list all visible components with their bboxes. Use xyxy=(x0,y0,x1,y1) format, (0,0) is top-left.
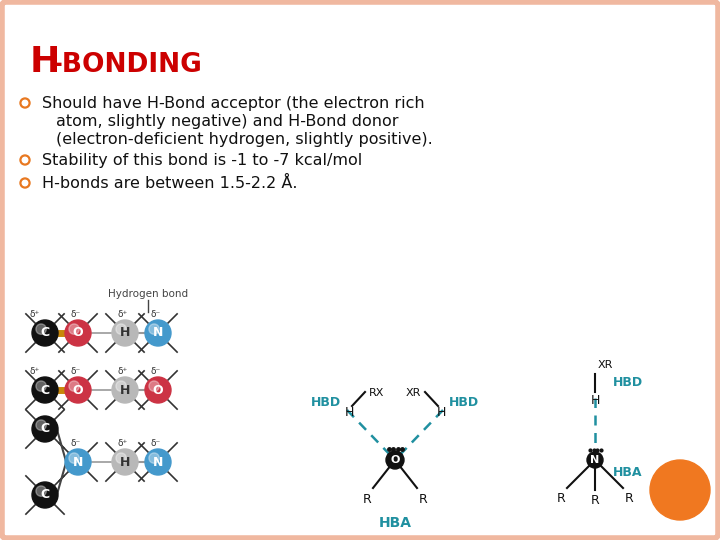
Text: δ⁻: δ⁻ xyxy=(151,367,161,376)
Circle shape xyxy=(112,377,138,403)
Circle shape xyxy=(587,452,603,468)
Text: XR: XR xyxy=(405,388,421,398)
Text: atom, slightly negative) and H-Bond donor: atom, slightly negative) and H-Bond dono… xyxy=(56,114,398,129)
Circle shape xyxy=(116,324,126,334)
Text: C: C xyxy=(40,489,50,502)
Text: H-bonds are between 1.5-2.2 Å.: H-bonds are between 1.5-2.2 Å. xyxy=(42,176,297,191)
Circle shape xyxy=(386,451,404,469)
Text: δ⁺: δ⁺ xyxy=(118,439,128,448)
Text: N: N xyxy=(73,456,84,469)
Circle shape xyxy=(36,381,46,392)
Text: R: R xyxy=(418,493,428,506)
Text: XR: XR xyxy=(598,360,613,370)
Circle shape xyxy=(650,460,710,520)
Text: δ⁻: δ⁻ xyxy=(151,439,161,448)
Circle shape xyxy=(69,324,79,334)
Text: HBA: HBA xyxy=(379,516,412,530)
Text: δ⁺: δ⁺ xyxy=(30,310,40,319)
Text: δ⁻: δ⁻ xyxy=(71,439,81,448)
Circle shape xyxy=(36,486,46,496)
Text: -BONDING: -BONDING xyxy=(52,52,203,78)
Text: R: R xyxy=(557,492,565,505)
Text: C: C xyxy=(40,327,50,340)
Text: R: R xyxy=(625,492,634,505)
Text: δ⁺: δ⁺ xyxy=(30,367,40,376)
Circle shape xyxy=(112,449,138,475)
Text: δ⁻: δ⁻ xyxy=(151,310,161,319)
Circle shape xyxy=(32,377,58,403)
Circle shape xyxy=(69,453,79,463)
Text: C: C xyxy=(40,422,50,435)
Circle shape xyxy=(22,157,28,163)
Circle shape xyxy=(149,381,159,392)
Text: H: H xyxy=(120,327,130,340)
Text: HBD: HBD xyxy=(311,396,341,409)
Text: O: O xyxy=(73,327,84,340)
Circle shape xyxy=(36,420,46,430)
Circle shape xyxy=(22,180,28,186)
Text: δ⁻: δ⁻ xyxy=(71,367,81,376)
Text: H: H xyxy=(436,406,446,419)
Text: R: R xyxy=(363,493,372,506)
Text: H: H xyxy=(120,383,130,396)
Circle shape xyxy=(65,320,91,346)
Text: RX: RX xyxy=(369,388,384,398)
Circle shape xyxy=(65,449,91,475)
Circle shape xyxy=(149,453,159,463)
Circle shape xyxy=(32,482,58,508)
Circle shape xyxy=(65,377,91,403)
Circle shape xyxy=(149,324,159,334)
Text: δ⁻: δ⁻ xyxy=(71,310,81,319)
Text: δ⁺: δ⁺ xyxy=(118,310,128,319)
Text: N: N xyxy=(590,455,600,465)
Text: H: H xyxy=(30,45,60,79)
Text: O: O xyxy=(390,455,400,465)
Circle shape xyxy=(116,381,126,392)
Circle shape xyxy=(20,98,30,108)
Circle shape xyxy=(20,178,30,188)
Circle shape xyxy=(145,449,171,475)
Text: C: C xyxy=(40,383,50,396)
Text: N: N xyxy=(153,456,163,469)
Text: HBD: HBD xyxy=(613,375,643,388)
Text: N: N xyxy=(153,327,163,340)
Circle shape xyxy=(112,320,138,346)
Text: HBA: HBA xyxy=(613,465,642,478)
Text: H: H xyxy=(344,406,354,419)
Circle shape xyxy=(145,377,171,403)
Circle shape xyxy=(32,320,58,346)
Text: (electron-deficient hydrogen, slightly positive).: (electron-deficient hydrogen, slightly p… xyxy=(56,132,433,147)
Circle shape xyxy=(36,324,46,334)
Text: δ⁺: δ⁺ xyxy=(118,367,128,376)
Text: HBD: HBD xyxy=(449,396,479,409)
Text: R: R xyxy=(590,494,599,507)
Text: Stability of this bond is -1 to -7 kcal/mol: Stability of this bond is -1 to -7 kcal/… xyxy=(42,153,362,168)
Text: O: O xyxy=(73,383,84,396)
Circle shape xyxy=(116,453,126,463)
Text: H: H xyxy=(590,395,600,408)
Circle shape xyxy=(20,155,30,165)
Circle shape xyxy=(69,381,79,392)
Circle shape xyxy=(22,100,28,106)
Text: O: O xyxy=(153,383,163,396)
Circle shape xyxy=(145,320,171,346)
Text: H: H xyxy=(120,456,130,469)
Text: Should have H-Bond acceptor (the electron rich: Should have H-Bond acceptor (the electro… xyxy=(42,96,425,111)
Text: Hydrogen bond: Hydrogen bond xyxy=(108,289,188,299)
Circle shape xyxy=(32,416,58,442)
